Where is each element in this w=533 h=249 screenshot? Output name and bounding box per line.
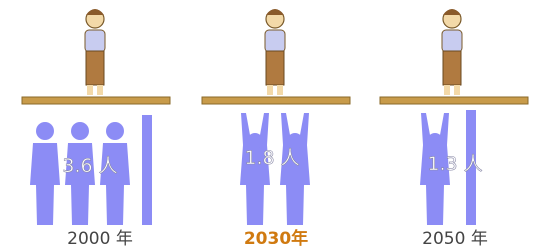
panel-2030 bbox=[202, 9, 350, 225]
infographic: 3.6 人 1.8 人 1.3 人 2000 年 2030年 2050 年 bbox=[0, 0, 533, 249]
ratio-label: 3.6 人 bbox=[62, 155, 117, 177]
year-label: 2050 年 bbox=[422, 229, 488, 249]
year-label: 2030年 bbox=[244, 228, 308, 249]
panel-2050 bbox=[380, 9, 528, 225]
ratio-label: 1.8 人 bbox=[244, 147, 299, 169]
ratio-label: 1.3 人 bbox=[427, 153, 482, 175]
panel-2000 bbox=[22, 9, 170, 225]
year-label: 2000 年 bbox=[67, 229, 133, 249]
